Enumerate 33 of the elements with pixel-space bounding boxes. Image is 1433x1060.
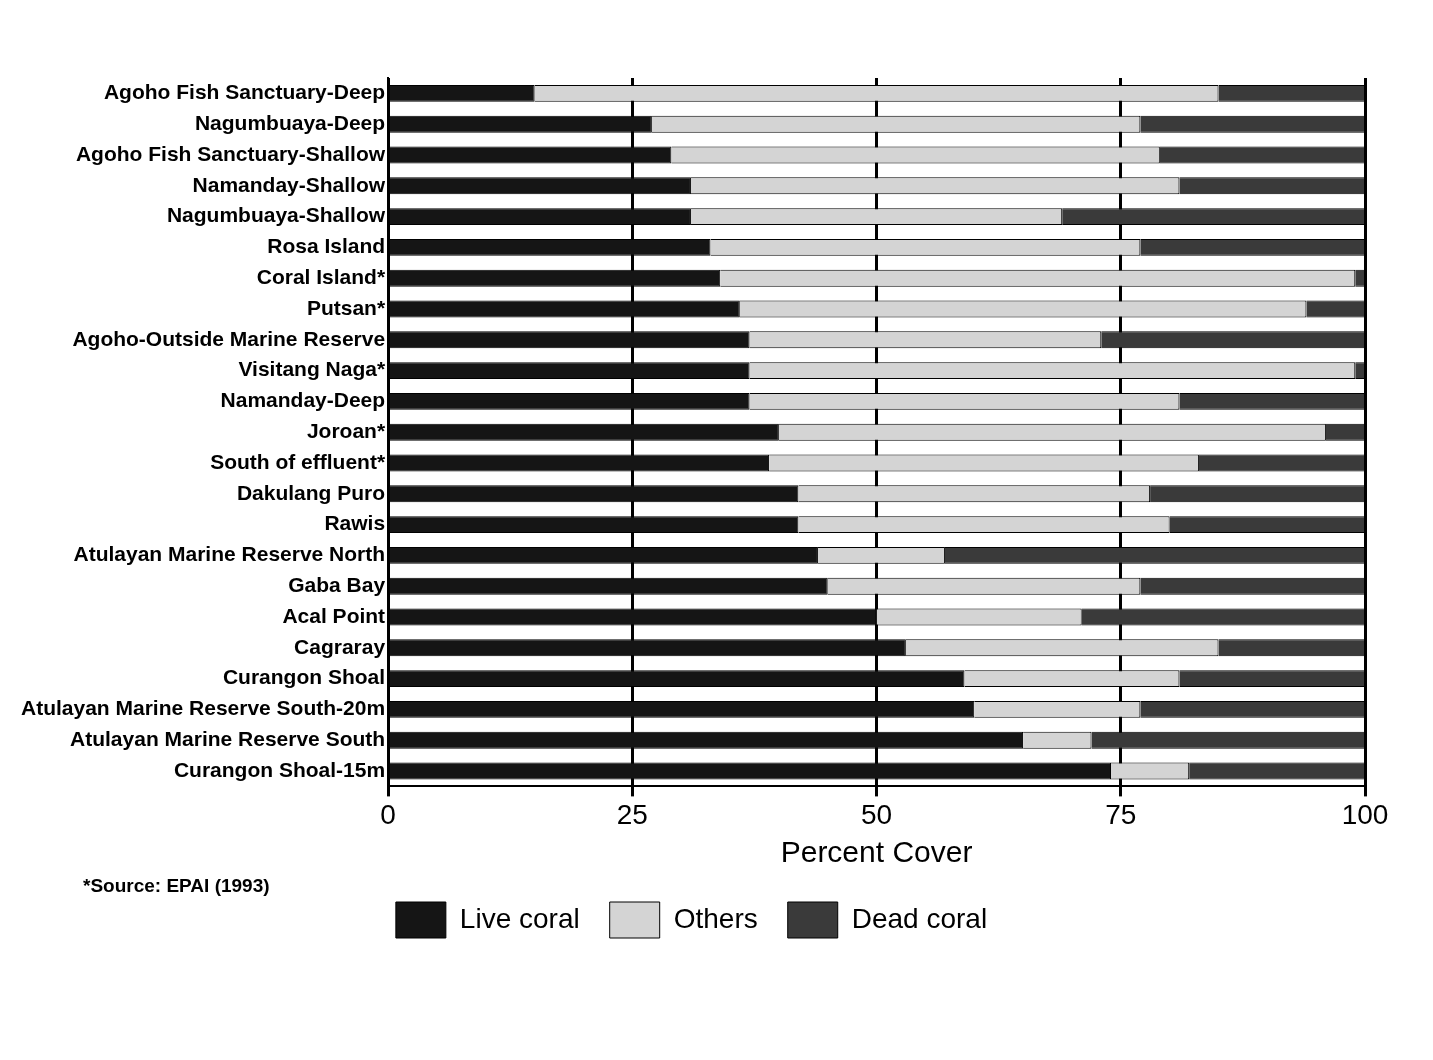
y-tick-label: Gaba Bay [288,573,386,596]
y-tick-label: Putsan* [306,295,386,319]
x-tick-label: 50 [860,798,893,830]
y-tick-label: Dakulang Puro [236,480,386,504]
y-tick-label: Curangon Shoal [222,665,386,689]
y-tick-label: Atulayan Marine Reserve South [70,727,386,750]
x-axis-title: Percent Cover [780,835,973,869]
y-tick-label: Agoho-Outside Marine Reserve [72,326,386,350]
y-tick-label: Rawis [324,511,386,535]
legend-label: Live coral [459,902,580,934]
y-tick-label: Atulayan Marine Reserve North [73,542,386,566]
legend-label: Dead coral [851,902,988,934]
y-tick-label: Rosa Island [267,234,386,258]
y-tick-label: Namanday-Shallow [192,172,386,196]
y-tick-label: Atulayan Marine Reserve South-20m [20,696,386,720]
y-tick-label: Namanday-Deep [220,388,386,412]
x-tick-label: 0 [380,798,396,830]
legend-label: Others [673,902,758,934]
y-tick-label: South of effluent* [210,449,386,473]
y-tick-label: Cagraray [294,634,386,658]
y-tick-label: Joroan* [306,419,386,442]
x-tick-label: 100 [1341,798,1389,830]
y-tick-label: Agoho Fish Sanctuary-Deep [103,80,386,104]
y-tick-label: Nagumbuaya-Shallow [166,203,386,227]
y-tick-label: Agoho Fish Sanctuary-Shallow [75,141,386,165]
y-tick-label: Visitang Naga* [238,357,386,381]
y-tick-label: Acal Point [282,603,386,627]
text: *Source: EPAI (1993) [83,874,270,896]
y-tick-label: Coral Island* [256,265,386,288]
x-tick-label: 75 [1105,798,1137,830]
x-tick-label: 25 [616,798,648,830]
y-tick-label: Nagumbuaya-Deep [194,111,386,134]
y-tick-label: Curangon Shoal-15m [173,757,386,781]
